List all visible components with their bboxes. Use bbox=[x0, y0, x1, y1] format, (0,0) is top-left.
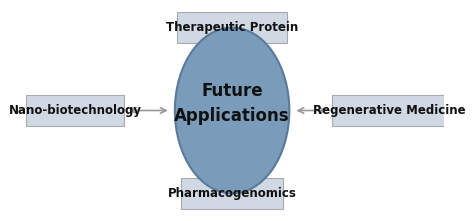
FancyBboxPatch shape bbox=[332, 95, 446, 126]
Ellipse shape bbox=[175, 28, 289, 193]
Text: Pharmacogenomics: Pharmacogenomics bbox=[168, 187, 297, 200]
Text: Therapeutic Protein: Therapeutic Protein bbox=[166, 21, 298, 34]
Text: Nano-biotechnology: Nano-biotechnology bbox=[9, 104, 142, 117]
FancyBboxPatch shape bbox=[181, 178, 283, 209]
Text: Regenerative Medicine: Regenerative Medicine bbox=[313, 104, 465, 117]
Text: Future
Applications: Future Applications bbox=[174, 82, 290, 126]
FancyBboxPatch shape bbox=[177, 12, 287, 43]
FancyBboxPatch shape bbox=[27, 95, 124, 126]
